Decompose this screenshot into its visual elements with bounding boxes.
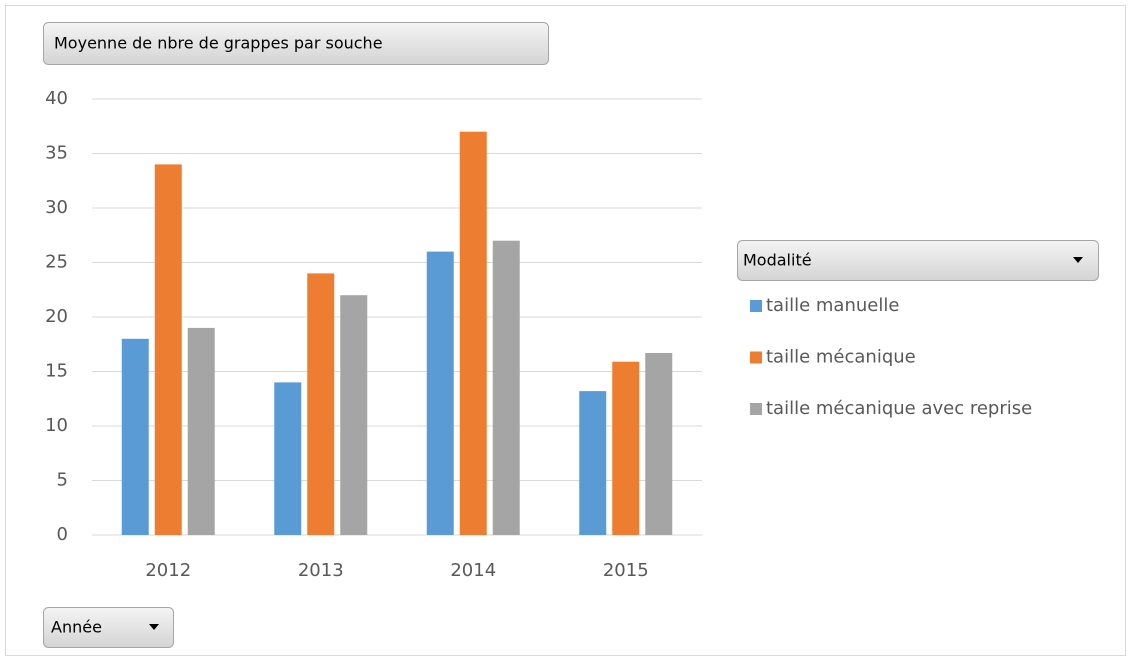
y-tick-label: 35 — [45, 143, 68, 164]
y-tick-label: 5 — [57, 470, 68, 491]
bar — [426, 251, 454, 535]
legend-swatch — [750, 403, 762, 415]
bar — [187, 327, 215, 535]
legend-label: taille mécanique — [766, 347, 916, 368]
x-field-label: Année — [51, 618, 102, 637]
y-tick-label: 30 — [45, 197, 68, 218]
y-tick-label: 15 — [45, 361, 68, 382]
dropdown-arrow — [149, 624, 159, 630]
bar — [645, 352, 673, 535]
y-tick-label: 0 — [57, 524, 68, 545]
y-tick-label: 40 — [45, 88, 68, 109]
x-tick-label: 2013 — [298, 560, 344, 581]
x-tick-label: 2015 — [603, 560, 649, 581]
y-tick-label: 10 — [45, 415, 68, 436]
button-body — [43, 22, 549, 65]
button-body — [737, 240, 1099, 281]
button-body — [43, 607, 174, 648]
bar — [307, 273, 335, 535]
axis-field-button[interactable]: Année — [43, 607, 174, 648]
y-tick-label: 20 — [45, 306, 68, 327]
bar — [121, 338, 149, 535]
bar — [612, 361, 640, 535]
bar — [492, 240, 520, 535]
legend-swatch — [750, 351, 762, 364]
title-button[interactable]: Moyenne de nbre de grappes par souche — [43, 22, 549, 65]
dropdown-arrow — [1073, 257, 1083, 263]
y-tick-label: 25 — [45, 252, 68, 273]
legend-label: taille manuelle — [766, 295, 899, 316]
bar — [274, 382, 302, 535]
bar — [579, 391, 607, 535]
bar — [459, 131, 487, 535]
legend-field-button[interactable]: Modalité — [737, 240, 1099, 281]
chart-title: Moyenne de nbre de grappes par souche — [54, 34, 383, 53]
legend-title: Modalité — [743, 251, 812, 270]
legend-swatch — [750, 300, 762, 312]
x-tick-label: 2014 — [450, 560, 496, 581]
x-tick-label: 2012 — [145, 560, 191, 581]
legend-label: taille mécanique avec reprise — [766, 398, 1032, 419]
bar — [154, 164, 182, 535]
bar — [340, 295, 368, 535]
